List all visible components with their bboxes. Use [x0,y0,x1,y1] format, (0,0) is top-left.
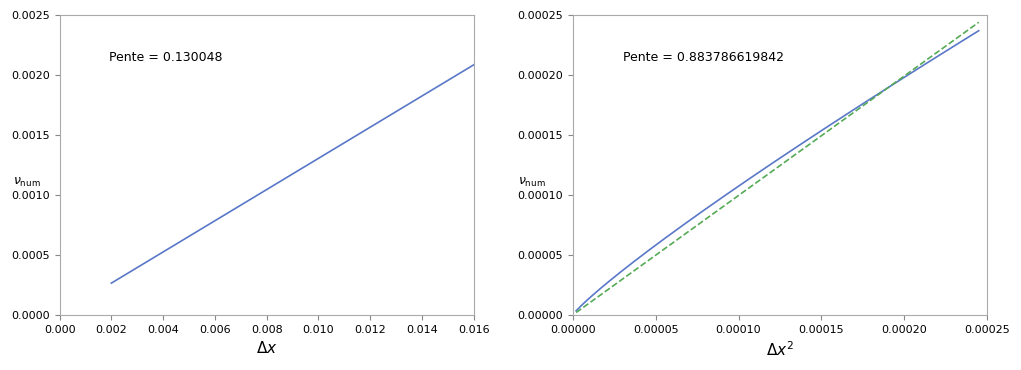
X-axis label: $\Delta x^2$: $\Delta x^2$ [766,340,794,359]
Y-axis label: $\nu_{\mathrm{num}}$: $\nu_{\mathrm{num}}$ [12,176,40,189]
Text: Pente = 0.130048: Pente = 0.130048 [109,51,223,64]
Text: Pente = 0.883786619842: Pente = 0.883786619842 [623,51,783,64]
Y-axis label: $\nu_{\mathrm{num}}$: $\nu_{\mathrm{num}}$ [518,176,545,189]
X-axis label: $\Delta x$: $\Delta x$ [256,340,278,356]
